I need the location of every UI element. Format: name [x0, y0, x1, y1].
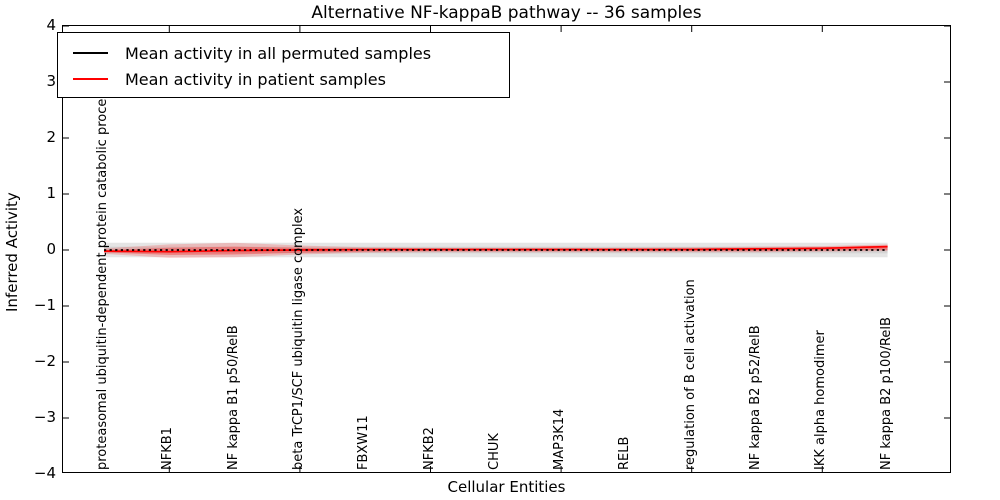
x-axis-label: Cellular Entities — [447, 478, 566, 496]
legend-entry-patient: Mean activity in patient samples — [58, 66, 509, 92]
y-tick-label: −1 — [33, 296, 56, 314]
y-tick-label: −2 — [33, 352, 56, 370]
entity-label-8: RELB — [617, 436, 633, 470]
y-tick-label: 4 — [46, 16, 56, 34]
entity-label-2: NF kappa B1 p50/RelB — [225, 325, 241, 470]
y-tick-label: 3 — [46, 72, 56, 90]
plot-canvas — [63, 26, 950, 472]
legend-label-permuted: Mean activity in all permuted samples — [125, 43, 432, 63]
y-tick-label: 2 — [46, 128, 56, 146]
y-tick-label: 0 — [46, 240, 56, 258]
entity-label-12: NF kappa B2 p100/RelB — [878, 317, 894, 470]
entity-label-7: MAP3K14 — [552, 408, 568, 470]
entity-label-0: proteasomal ubiquitin-dependent protein … — [95, 85, 110, 470]
entity-label-4: FBXW11 — [356, 415, 372, 470]
entity-label-5: NFKB2 — [421, 427, 437, 470]
black-line-sample-icon — [73, 52, 108, 54]
entity-label-1: NFKB1 — [160, 427, 176, 470]
plot-area — [62, 25, 951, 473]
entity-label-11: IKK alpha homodimer — [813, 330, 829, 470]
legend-entry-permuted: Mean activity in all permuted samples — [58, 40, 509, 66]
y-tick-label: −4 — [33, 464, 56, 482]
legend-label-patient: Mean activity in patient samples — [125, 69, 386, 89]
entity-label-3: beta TrCP1/SCF ubiquitin ligase complex — [290, 207, 306, 470]
entity-label-10: NF kappa B2 p52/RelB — [748, 325, 763, 470]
entity-label-9: regulation of B cell activation — [682, 279, 698, 470]
red-line-sample-icon — [73, 78, 108, 80]
y-tick-label: 1 — [46, 184, 56, 202]
chart-title: Alternative NF-kappaB pathway -- 36 samp… — [311, 3, 702, 23]
y-tick-label: −3 — [33, 408, 56, 426]
entity-label-6: CHUK — [486, 433, 502, 470]
legend-box: Mean activity in all permuted samples Me… — [57, 32, 510, 98]
